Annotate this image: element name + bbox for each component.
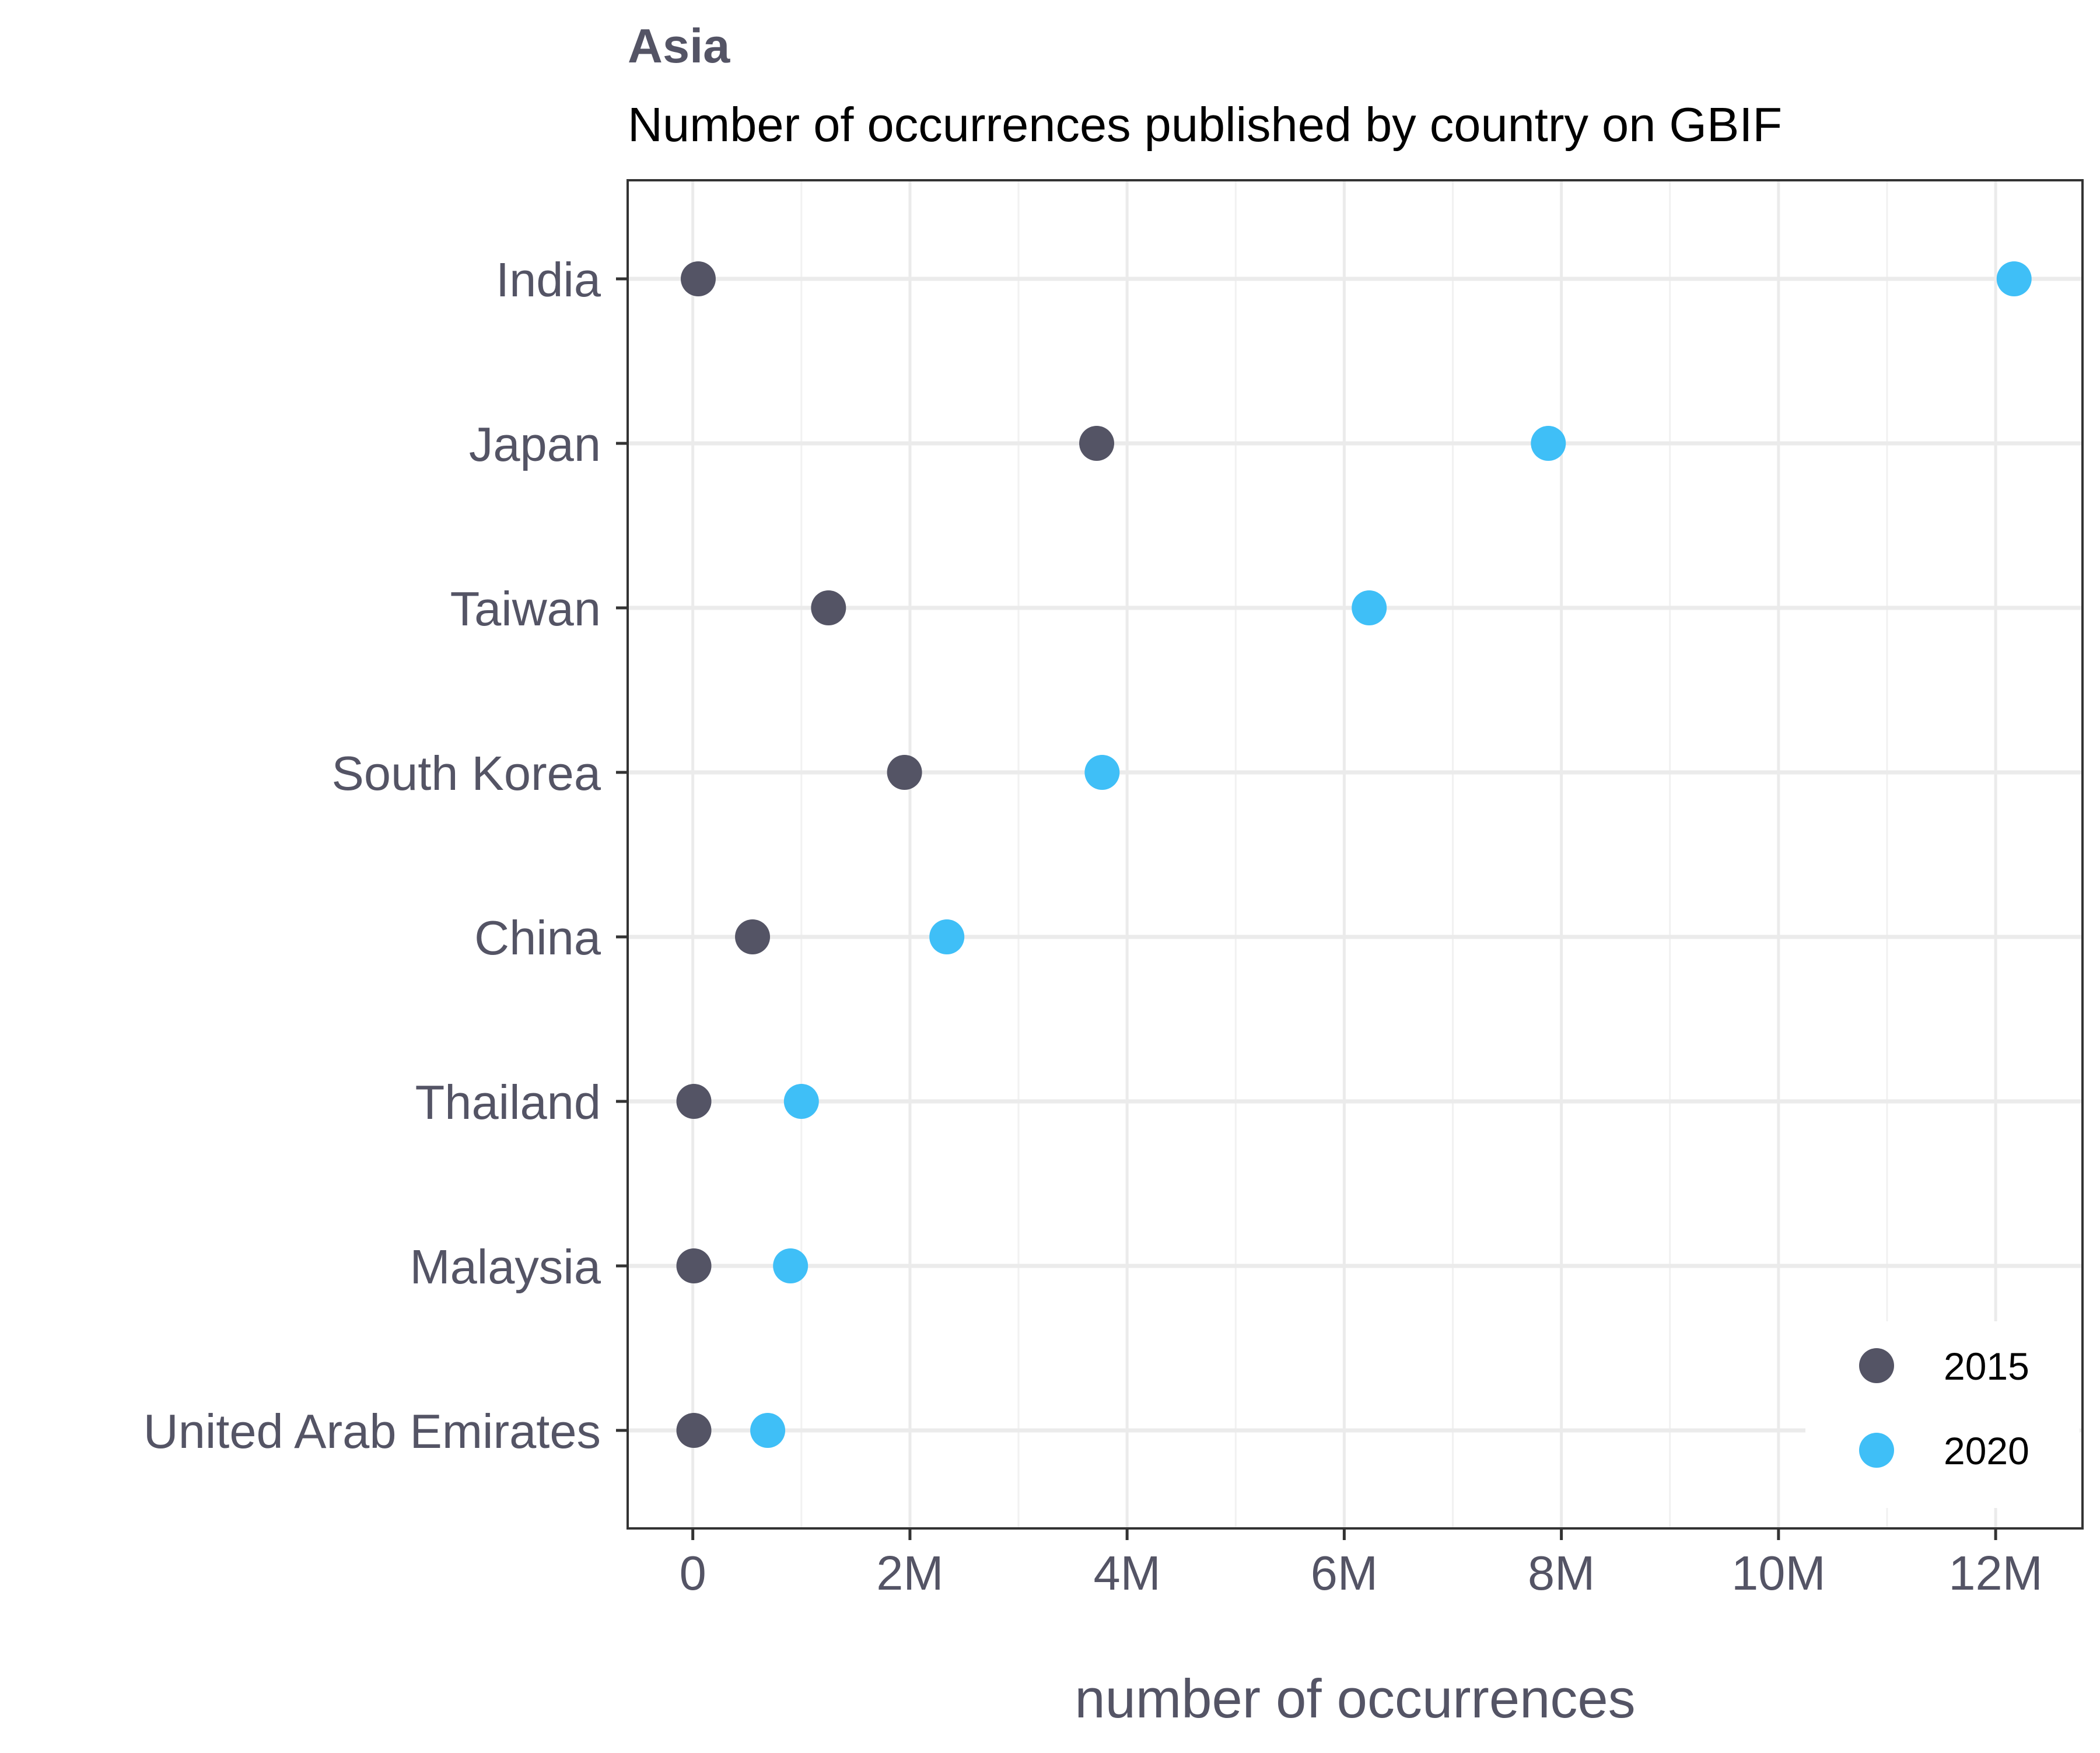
point-2020-south-korea xyxy=(1084,755,1120,790)
y-tick-label: India xyxy=(496,253,601,307)
point-2015-japan xyxy=(1079,426,1115,461)
x-tick-label: 10M xyxy=(1731,1546,1825,1600)
point-2020-united-arab-emirates xyxy=(750,1413,786,1448)
legend-label-2020: 2020 xyxy=(1944,1429,2029,1472)
legend: 2015 2020 xyxy=(1805,1321,2080,1508)
x-axis-title: number of occurrences xyxy=(1074,1668,1635,1729)
point-2020-china xyxy=(929,919,965,954)
legend-key-2015 xyxy=(1859,1348,1894,1383)
legend-key-2020 xyxy=(1859,1433,1894,1468)
x-tick-label: 8M xyxy=(1528,1546,1595,1600)
x-tick-label: 6M xyxy=(1311,1546,1378,1600)
x-tick-label: 2M xyxy=(876,1546,943,1600)
point-2015-taiwan xyxy=(811,590,846,625)
point-2020-thailand xyxy=(783,1084,819,1119)
point-2015-india xyxy=(680,261,716,296)
point-2020-taiwan xyxy=(1352,590,1387,625)
y-tick-label: South Korea xyxy=(332,746,601,800)
gridlines xyxy=(628,180,2082,1528)
x-tick-label: 4M xyxy=(1093,1546,1160,1600)
plot-panel xyxy=(626,179,2084,1530)
point-2015-malaysia xyxy=(676,1248,712,1283)
point-2015-thailand xyxy=(676,1084,712,1119)
y-tick-label: Taiwan xyxy=(450,582,601,636)
y-tick-label: Malaysia xyxy=(410,1240,601,1294)
point-2020-japan xyxy=(1531,426,1566,461)
x-axis: 0 2M 4M 6M 8M 10M 12M xyxy=(680,1528,2043,1600)
y-tick-label: Japan xyxy=(469,417,601,471)
y-axis: India Japan Taiwan South Korea China Thailand… xyxy=(144,253,628,1458)
point-2015-south-korea xyxy=(887,755,922,790)
data-points xyxy=(676,261,2032,1448)
point-2020-india xyxy=(1996,261,2032,296)
chart-title: Asia xyxy=(628,19,730,73)
point-2015-united-arab-emirates xyxy=(676,1413,712,1448)
y-tick-label: United Arab Emirates xyxy=(144,1404,601,1458)
x-tick-label: 12M xyxy=(1948,1546,2042,1600)
x-tick-label: 0 xyxy=(680,1546,706,1600)
y-tick-label: China xyxy=(474,911,601,965)
legend-box xyxy=(1805,1321,2080,1508)
chart-subtitle: Number of occurrences published by count… xyxy=(628,97,1782,152)
y-tick-label: Thailand xyxy=(415,1075,601,1129)
point-2020-malaysia xyxy=(773,1248,808,1283)
point-2015-china xyxy=(735,919,771,954)
legend-label-2015: 2015 xyxy=(1944,1345,2029,1388)
